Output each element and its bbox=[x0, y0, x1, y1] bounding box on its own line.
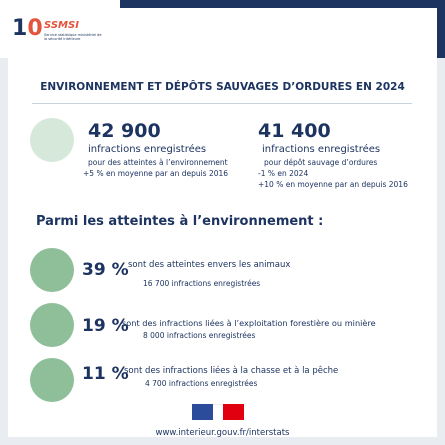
section-title: ENVIRONNEMENT ET DÉPÔTS SAUVAGES D’ORDUR… bbox=[40, 81, 405, 93]
percent: 39 % bbox=[82, 260, 129, 280]
stat-line: -1 % en 2024 bbox=[258, 169, 309, 178]
stat-label: infractions enregistrées bbox=[262, 144, 381, 155]
item-text: sont des infractions liées à la chasse e… bbox=[124, 366, 339, 376]
stat-line: pour dépôt sauvage d’ordures bbox=[264, 158, 378, 167]
logo-box bbox=[0, 0, 120, 58]
logo: SSMSI bbox=[44, 20, 79, 31]
icon bbox=[30, 118, 74, 162]
flag-blue bbox=[192, 404, 213, 420]
panel: 10 SSMSI Service statistique ministériel… bbox=[0, 0, 437, 438]
item-detail: 8 000 infractions enregistrées bbox=[143, 331, 256, 340]
title-line: INSÉCURITÉ ET DÉLINQUANCE EN 2024 : bbox=[136, 9, 419, 24]
subsection-title: Parmi les atteintes à l’environnement : bbox=[36, 214, 324, 229]
logo-subtitle: Service statistique ministériel de la sé… bbox=[44, 33, 102, 41]
stat-line: pour des atteintes à l’environnement bbox=[88, 158, 228, 167]
stat-line: +5 % en moyenne par an depuis 2016 bbox=[83, 169, 229, 178]
icon bbox=[30, 303, 74, 347]
item-detail: 16 700 infractions enregistrées bbox=[143, 279, 261, 288]
item-detail: 4 700 infractions enregistrées bbox=[145, 379, 258, 388]
stat-line: +10 % en moyenne par an depuis 2016 bbox=[258, 180, 408, 189]
item-text: sont des infractions liées à l’exploitat… bbox=[122, 318, 376, 328]
logo-mark: 10 bbox=[12, 16, 43, 41]
icon bbox=[30, 248, 74, 292]
stat-label: infractions enregistrées bbox=[88, 144, 207, 155]
icon bbox=[30, 358, 74, 402]
flag-red bbox=[223, 404, 244, 420]
footer-url: www.interieur.gouv.fr/interstats bbox=[155, 428, 290, 438]
percent: 19 % bbox=[82, 316, 129, 336]
percent: 11 % bbox=[82, 364, 129, 384]
title-line: BILAN STATISTIQUE bbox=[209, 26, 346, 41]
flag-white bbox=[213, 404, 223, 421]
stat-number: 41 400 bbox=[258, 120, 331, 142]
stat-number: 42 900 bbox=[88, 120, 161, 142]
item-text: sont des atteintes envers les animaux bbox=[128, 260, 291, 270]
title: INSÉCURITÉ ET DÉLINQUANCE EN 2024 : BILA… bbox=[120, 8, 435, 42]
divider bbox=[32, 103, 412, 104]
